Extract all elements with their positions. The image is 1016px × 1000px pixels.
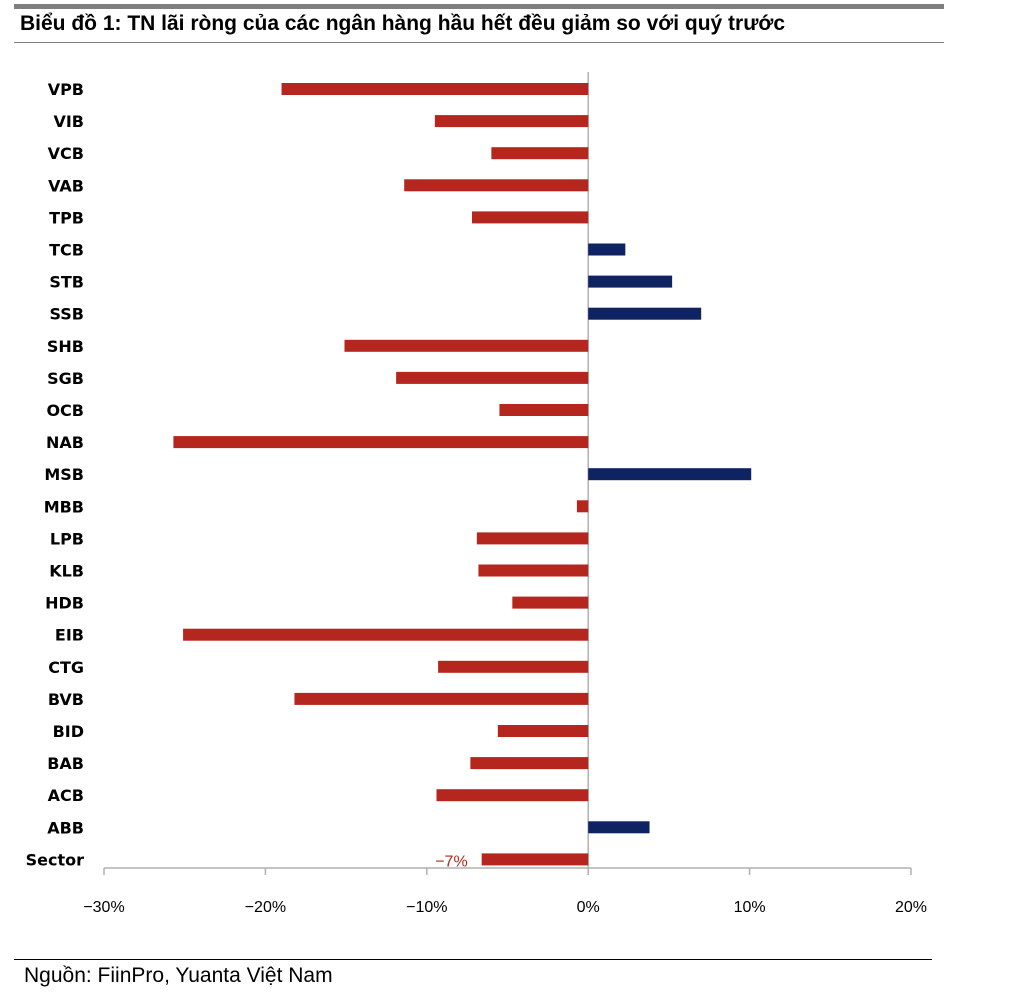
bar-ocb [499,404,589,416]
category-label-nab: NAB [46,433,84,452]
bar-klb [478,564,589,577]
bar-shb [344,339,589,352]
category-label-stb: STB [49,273,84,292]
bar-tpb [471,211,589,224]
category-label-ssb: SSB [49,305,84,324]
top-rule [14,4,944,9]
category-label-vpb: VPB [48,80,84,99]
bar-sector [481,853,589,866]
category-label-sgb: SGB [47,369,84,388]
bar-lpb [476,532,589,545]
category-label-klb: KLB [49,562,84,581]
bar-bid [497,725,589,737]
category-label-bab: BAB [47,754,84,773]
bar-hdb [512,596,589,609]
bar-acb [436,789,589,802]
x-tick-label: −10% [406,899,447,916]
category-label-mbb: MBB [44,497,84,516]
bar-ssb [588,307,702,320]
bar-tcb [588,243,626,256]
title-rule [14,42,944,43]
category-label-hdb: HDB [45,594,84,613]
category-label-lpb: LPB [50,529,84,548]
category-label-ocb: OCB [46,401,84,420]
bar-sgb [396,371,589,384]
bar-vib [434,115,589,128]
bar-vab [404,179,589,192]
bar-msb [588,468,752,481]
category-label-vib: VIB [53,112,84,131]
bar-abb [588,821,650,834]
bar-nab [173,436,589,449]
x-tick-label: 10% [734,899,766,916]
x-tick-label: −20% [245,899,286,916]
bar-vcb [491,147,589,160]
chart-title: Biểu đồ 1: TN lãi ròng của các ngân hàng… [20,12,786,35]
bar-vpb [281,83,589,95]
x-tick-label: −30% [83,899,124,916]
category-label-tcb: TCB [49,241,84,260]
category-label-eib: EIB [55,626,84,645]
category-label-tpb: TPB [49,208,84,227]
category-label-vcb: VCB [48,144,84,163]
category-label-bid: BID [53,722,84,741]
data-label-sector: −7% [435,853,467,870]
bar-eib [183,628,589,641]
bar-mbb [576,500,589,513]
category-label-acb: ACB [48,786,84,805]
bar-bvb [294,692,589,705]
bar-ctg [438,660,589,673]
category-label-msb: MSB [44,465,84,484]
source-rule [14,959,932,960]
category-label-sector: Sector [26,850,85,869]
x-tick-label: 20% [895,899,927,916]
category-label-ctg: CTG [48,658,84,677]
category-label-vab: VAB [48,176,84,195]
bar-bab [470,757,589,770]
category-label-abb: ABB [47,818,84,837]
bar-stb [588,275,673,288]
x-tick-label: 0% [577,899,600,916]
source-note: Nguồn: FiinPro, Yuanta Việt Nam [24,964,333,987]
category-label-shb: SHB [47,337,84,356]
category-label-bvb: BVB [48,690,84,709]
